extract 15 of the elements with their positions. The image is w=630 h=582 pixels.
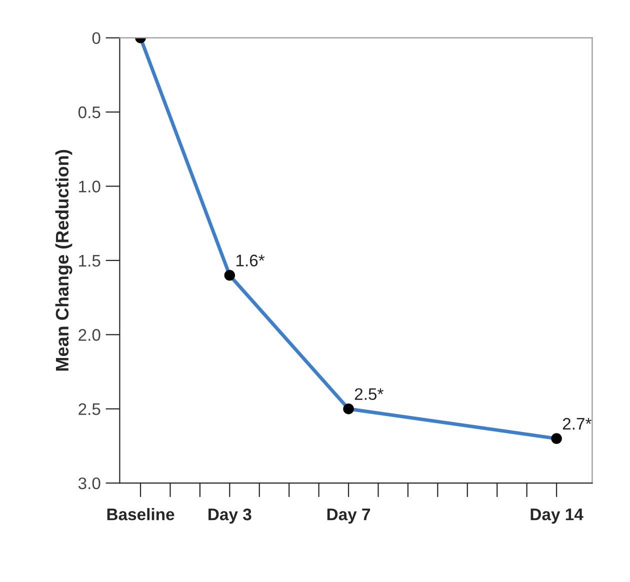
data-label: 2.5* xyxy=(354,388,384,400)
y-tick-label: 2.5 xyxy=(78,403,100,416)
x-tick-label: Baseline xyxy=(107,508,174,520)
y-axis-title: Mean Change (Reduction) xyxy=(55,150,72,371)
data-label: 2.7* xyxy=(562,418,592,430)
y-tick-label: 0 xyxy=(92,32,100,44)
x-tick-label: Day 3 xyxy=(208,508,252,524)
y-tick-label: 1.0 xyxy=(79,180,100,192)
data-label: 1.6* xyxy=(236,254,265,266)
y-tick-label: 2.0 xyxy=(78,329,100,341)
y-tick-label: 3.0 xyxy=(78,477,100,490)
x-tick-label: Day 14 xyxy=(530,508,584,524)
x-tick-label: Day 7 xyxy=(327,508,370,524)
y-tick-label: 1.5 xyxy=(79,255,100,267)
y-tick-label: 0.5 xyxy=(78,106,100,118)
